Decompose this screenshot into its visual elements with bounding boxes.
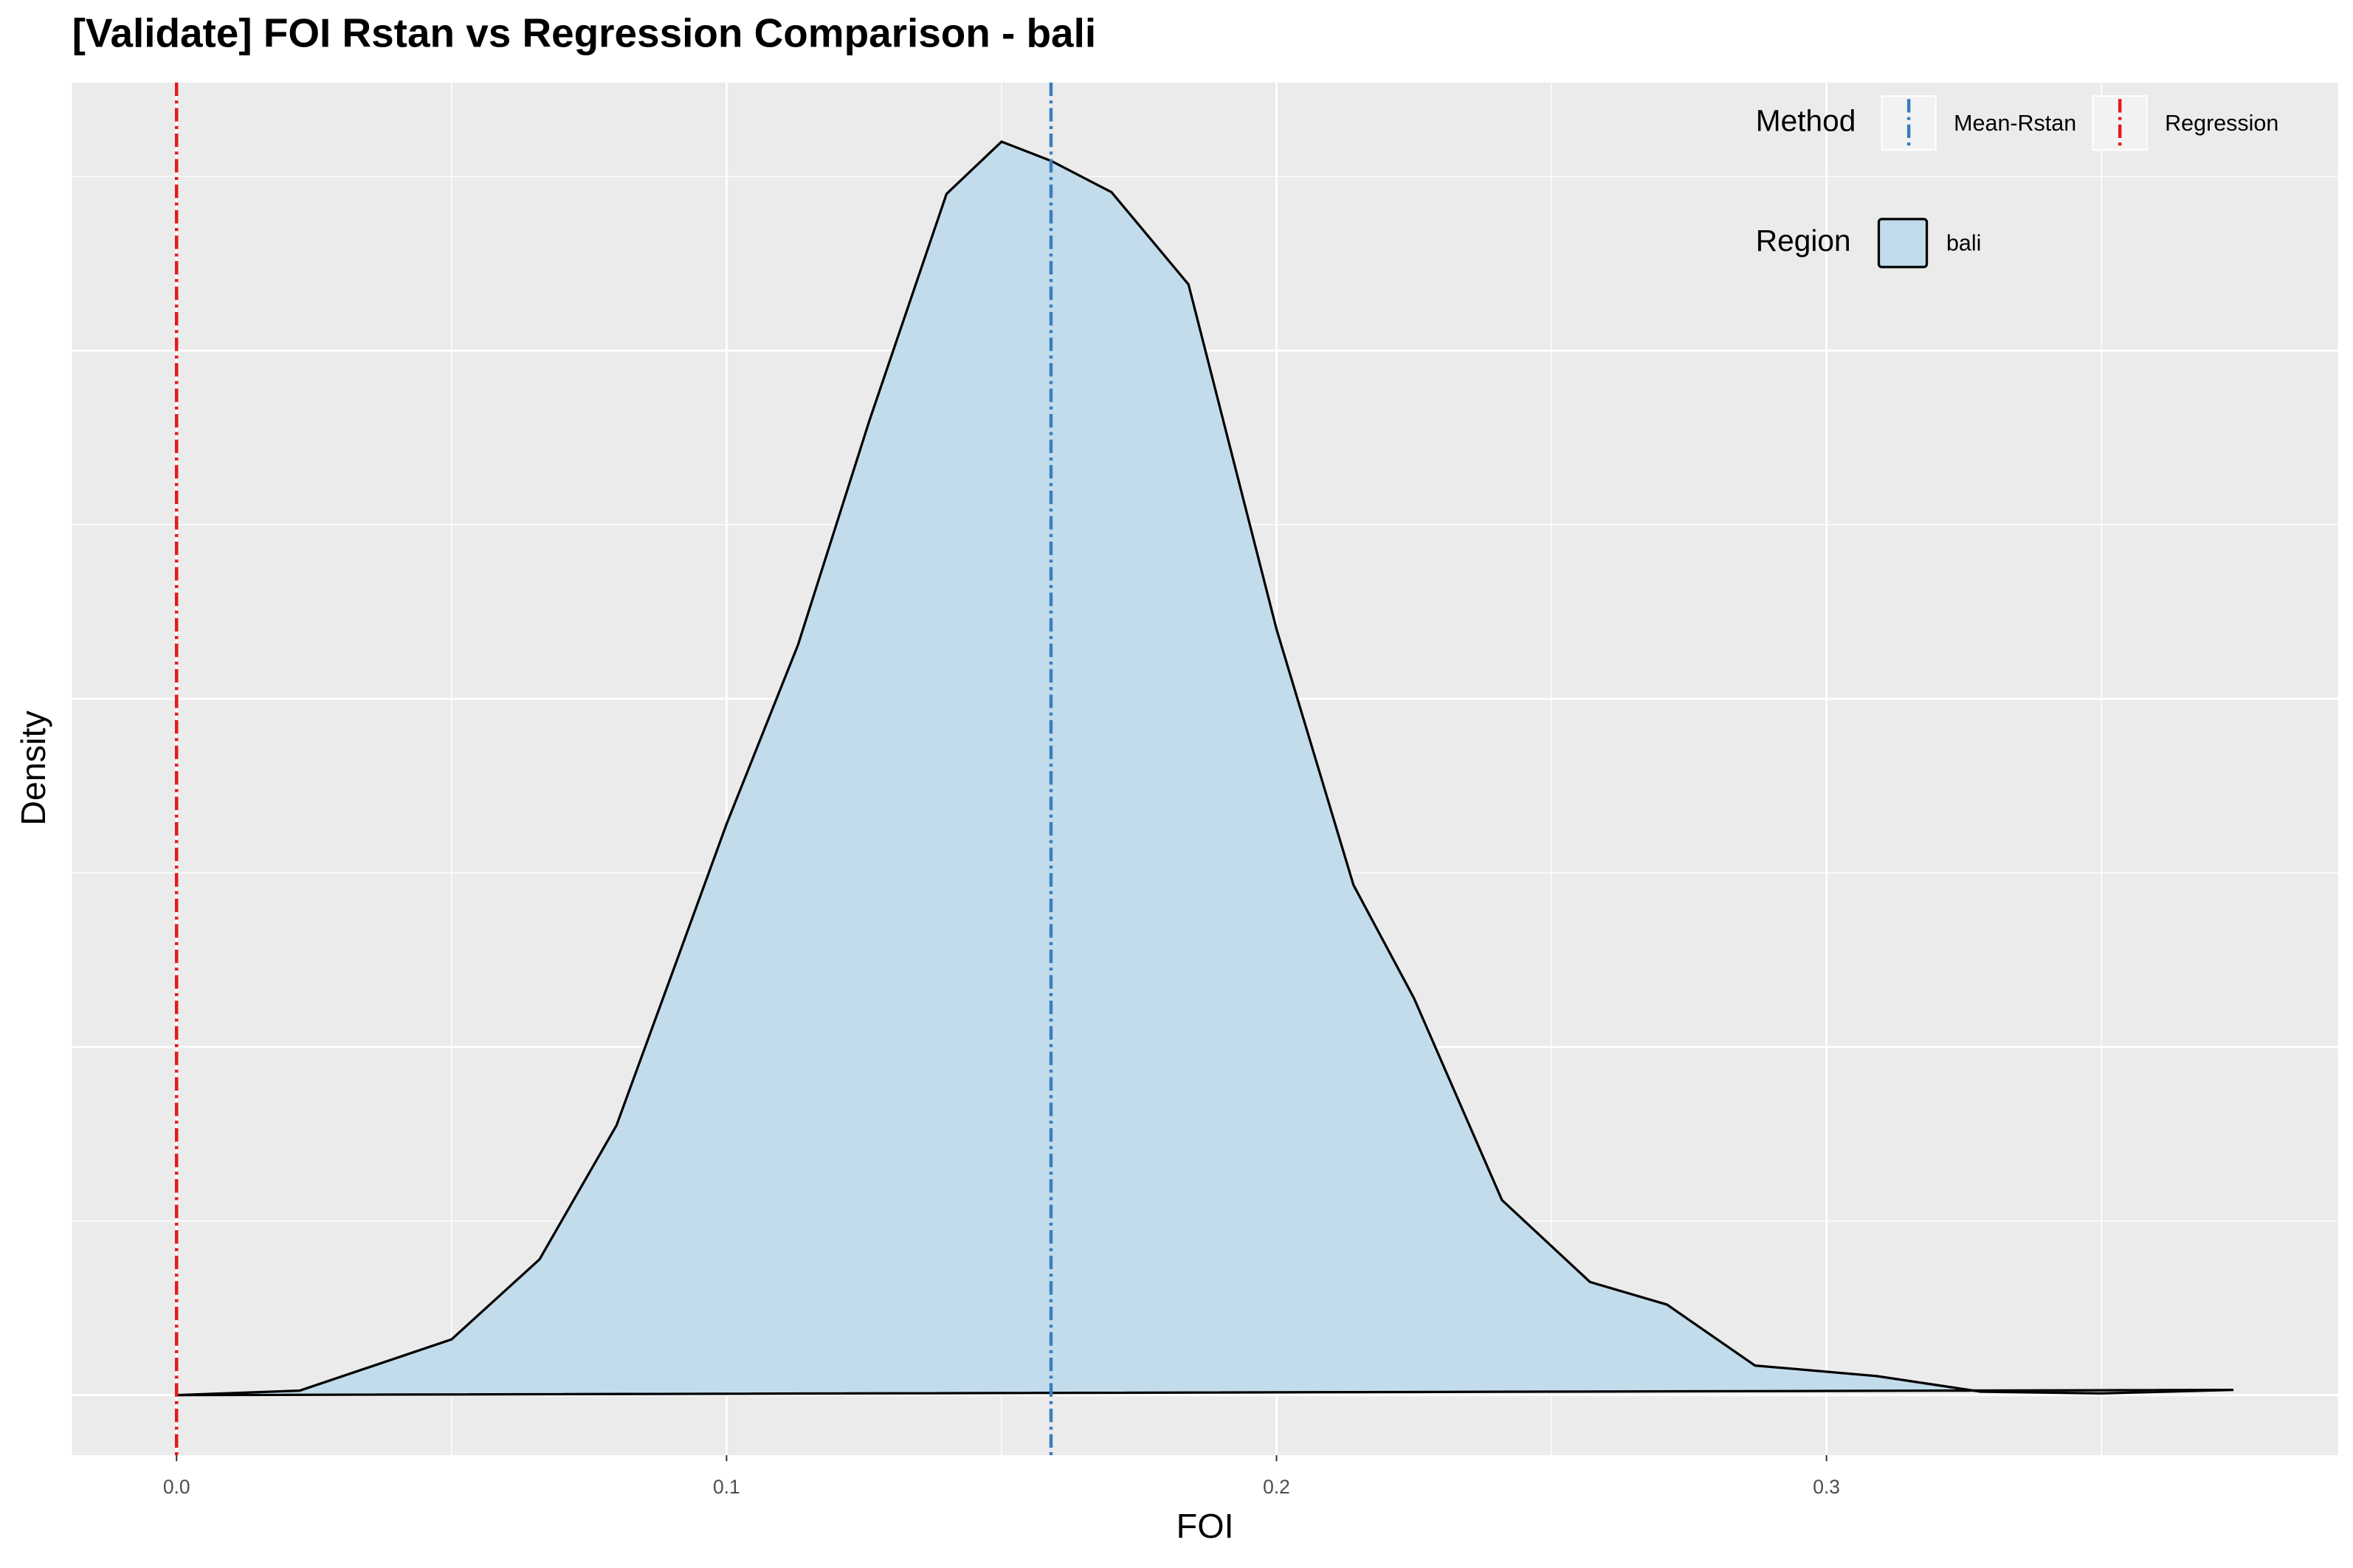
legend-label: Regression — [2165, 111, 2278, 136]
legend-title: Method — [1756, 103, 1856, 137]
x-tick-label: 0.0 — [163, 1476, 190, 1498]
y-axis-title: Density — [14, 710, 52, 826]
x-axis-title: FOI — [1176, 1507, 1234, 1545]
density-area — [176, 140, 2234, 1397]
legend-label: bali — [1946, 230, 1981, 255]
legend-title: Region — [1756, 224, 1851, 258]
legend-key — [1881, 95, 1937, 151]
x-tick-label: 0.1 — [713, 1476, 740, 1498]
chart-title: [Validate] FOI Rstan vs Regression Compa… — [72, 10, 1096, 55]
x-tick-label: 0.2 — [1263, 1476, 1290, 1498]
x-tick-label: 0.3 — [1813, 1476, 1840, 1498]
legend-key — [1877, 218, 1929, 269]
legend-label: Mean-Rstan — [1954, 111, 2076, 136]
